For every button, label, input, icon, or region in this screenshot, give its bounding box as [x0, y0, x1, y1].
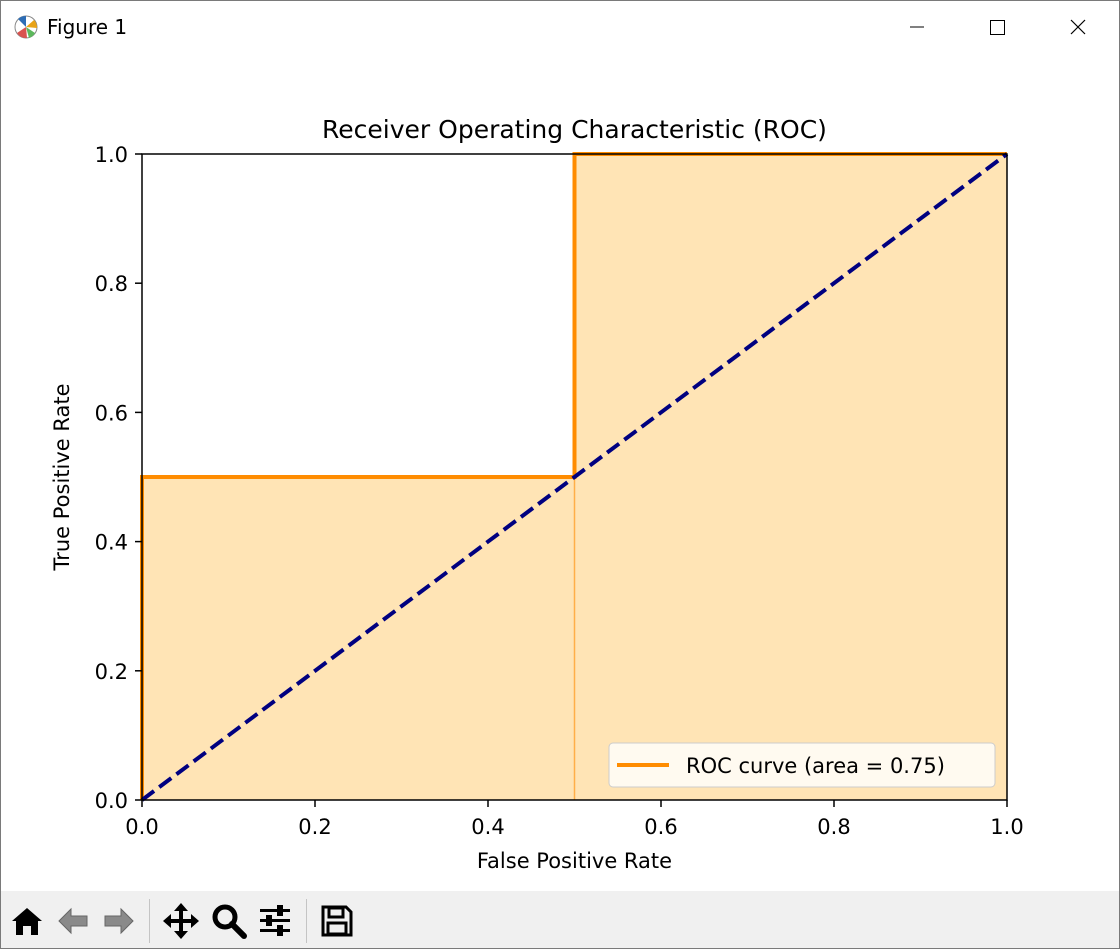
y-tick-label: 0.4 — [95, 531, 128, 555]
y-tick-label: 1.0 — [95, 143, 128, 167]
save-button[interactable] — [317, 901, 357, 941]
x-tick-label: 0.6 — [644, 815, 677, 839]
zoom-icon — [212, 904, 247, 939]
save-icon — [321, 905, 353, 937]
toolbar-separator — [149, 899, 150, 943]
roc-chart: 0.0 0.2 0.4 0.6 0.8 1.0 0.0 0.2 0.4 0.6 0.8 1.0 Rec… — [50, 115, 1024, 873]
x-tick-label: 1.0 — [990, 815, 1023, 839]
chart-title: Receiver Operating Characteristic (ROC) — [322, 115, 827, 144]
y-tick-label: 0.2 — [95, 660, 128, 684]
close-icon — [1070, 19, 1086, 35]
figure-canvas[interactable]: 0.0 0.2 0.4 0.6 0.8 1.0 0.0 0.2 0.4 0.6 0.8 1.0 Rec… — [1, 53, 1119, 891]
matplotlib-logo-icon — [14, 15, 38, 39]
home-button[interactable] — [7, 901, 47, 941]
close-button[interactable] — [1038, 1, 1118, 53]
x-tick-label: 0.8 — [817, 815, 850, 839]
zoom-button[interactable] — [209, 901, 249, 941]
x-tick-label: 0.2 — [298, 815, 331, 839]
y-tick-label: 0.8 — [95, 272, 128, 296]
legend: ROC curve (area = 0.75) — [608, 742, 996, 788]
navigation-toolbar — [1, 891, 1119, 948]
forward-button[interactable] — [99, 901, 139, 941]
toolbar-separator — [306, 899, 307, 943]
configure-subplots-icon — [260, 905, 290, 936]
legend-box — [608, 742, 996, 788]
minimize-button[interactable] — [877, 1, 957, 53]
back-icon — [58, 907, 88, 935]
forward-icon — [104, 907, 134, 935]
title-bar[interactable]: Figure 1 — [1, 1, 1119, 53]
pan-icon — [163, 903, 199, 939]
maximize-button[interactable] — [957, 1, 1037, 53]
pan-button[interactable] — [161, 901, 201, 941]
legend-label-roc: ROC curve (area = 0.75) — [686, 754, 945, 778]
home-icon — [12, 908, 42, 935]
minimize-icon — [910, 26, 924, 28]
x-tick-label: 0.4 — [471, 815, 504, 839]
x-axis-label: False Positive Rate — [477, 849, 672, 873]
x-tick-label: 0.0 — [125, 815, 158, 839]
maximize-icon — [989, 19, 1005, 35]
configure-subplots-button[interactable] — [255, 901, 295, 941]
plot-frame — [141, 153, 1008, 801]
window-title: Figure 1 — [47, 15, 128, 39]
y-tick-label: 0.6 — [95, 401, 128, 425]
back-button[interactable] — [53, 901, 93, 941]
y-axis-label: True Positive Rate — [50, 383, 74, 571]
y-tick-label: 0.0 — [95, 789, 128, 813]
reference-diagonal-line — [140, 152, 1009, 802]
